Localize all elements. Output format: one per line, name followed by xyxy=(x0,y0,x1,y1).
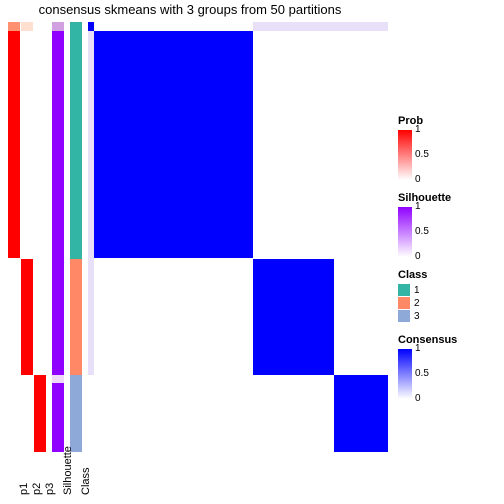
legend-consensus: Consensus 10.50 xyxy=(398,334,502,399)
legend-ticks: 10.50 xyxy=(415,130,445,180)
annot-seg xyxy=(21,259,33,375)
legend-ticks: 10.50 xyxy=(415,349,445,399)
legend-swatch xyxy=(398,284,410,296)
annot-seg xyxy=(8,259,20,375)
axis-label-p3: p3 xyxy=(44,483,56,495)
page-title: consensus skmeans with 3 groups from 50 … xyxy=(0,2,380,17)
annot-col-class xyxy=(70,22,82,452)
annot-seg xyxy=(8,22,20,31)
legend-title: Consensus xyxy=(398,334,502,346)
legend-tick: 1 xyxy=(415,202,421,212)
legend-item-label: 3 xyxy=(414,311,420,322)
heat-block xyxy=(253,259,334,375)
annot-col-p3 xyxy=(34,22,46,452)
consensus-heatmap xyxy=(88,22,388,452)
annot-seg xyxy=(21,375,33,452)
annot-seg xyxy=(8,31,20,259)
legend-tick: 0.5 xyxy=(415,369,429,379)
legend-silhouette: Silhouette 10.50 xyxy=(398,192,502,257)
legend-swatch xyxy=(398,297,410,309)
axis-label-class: Class xyxy=(80,467,92,495)
legend-class: Class 1 2 3 xyxy=(398,269,502,322)
legend-tick: 0.5 xyxy=(415,150,429,160)
legend-tick: 0 xyxy=(415,252,421,262)
legend-tick: 1 xyxy=(415,344,421,354)
annot-seg xyxy=(52,383,64,452)
annot-seg xyxy=(21,22,33,31)
heat-block xyxy=(94,31,253,259)
legends: Prob10.50Silhouette10.50Class123Consensu… xyxy=(398,115,502,411)
legend-tick: 0 xyxy=(415,175,421,185)
annot-seg xyxy=(52,31,64,375)
annot-seg xyxy=(34,375,46,452)
legend-gradient xyxy=(398,130,412,180)
legend-item-label: 1 xyxy=(414,285,420,296)
legend-tick: 0.5 xyxy=(415,227,429,237)
legend-item: 3 xyxy=(398,310,502,322)
axis-label-p2: p2 xyxy=(31,483,43,495)
legend-ticks: 10.50 xyxy=(415,207,445,257)
annot-seg xyxy=(70,375,82,452)
legend-swatch xyxy=(398,310,410,322)
heat-block xyxy=(334,22,388,31)
annot-seg xyxy=(34,31,46,259)
annot-seg xyxy=(52,375,64,384)
heat-block xyxy=(88,31,94,375)
legend-gradient xyxy=(398,207,412,257)
plot-area xyxy=(8,22,388,452)
legend-item-label: 2 xyxy=(414,298,420,309)
annot-seg xyxy=(8,375,20,452)
annot-seg xyxy=(52,22,64,31)
legend-tick: 1 xyxy=(415,125,421,135)
axis-label-silhouette: Silhouette xyxy=(62,446,74,495)
heat-block xyxy=(253,22,334,31)
legend-gradient xyxy=(398,349,412,399)
heat-block xyxy=(94,22,253,31)
legend-item: 2 xyxy=(398,297,502,309)
heat-block xyxy=(334,375,388,452)
annot-col-p2 xyxy=(21,22,33,452)
legend-prob: Prob 10.50 xyxy=(398,115,502,180)
annot-seg xyxy=(70,22,82,259)
legend-tick: 0 xyxy=(415,394,421,404)
annot-seg xyxy=(21,31,33,259)
legend-title: Class xyxy=(398,269,502,281)
annot-col-silhouette xyxy=(52,22,64,452)
legend-item: 1 xyxy=(398,284,502,296)
legend-title: Prob xyxy=(398,115,502,127)
heat-block xyxy=(88,375,94,452)
annot-col-p1 xyxy=(8,22,20,452)
axis-labels: p1p2p3SilhouetteClass xyxy=(8,455,388,503)
legend-title: Silhouette xyxy=(398,192,502,204)
axis-label-p1: p1 xyxy=(18,483,30,495)
annot-seg xyxy=(70,259,82,375)
annot-seg xyxy=(34,22,46,31)
annot-seg xyxy=(34,259,46,375)
